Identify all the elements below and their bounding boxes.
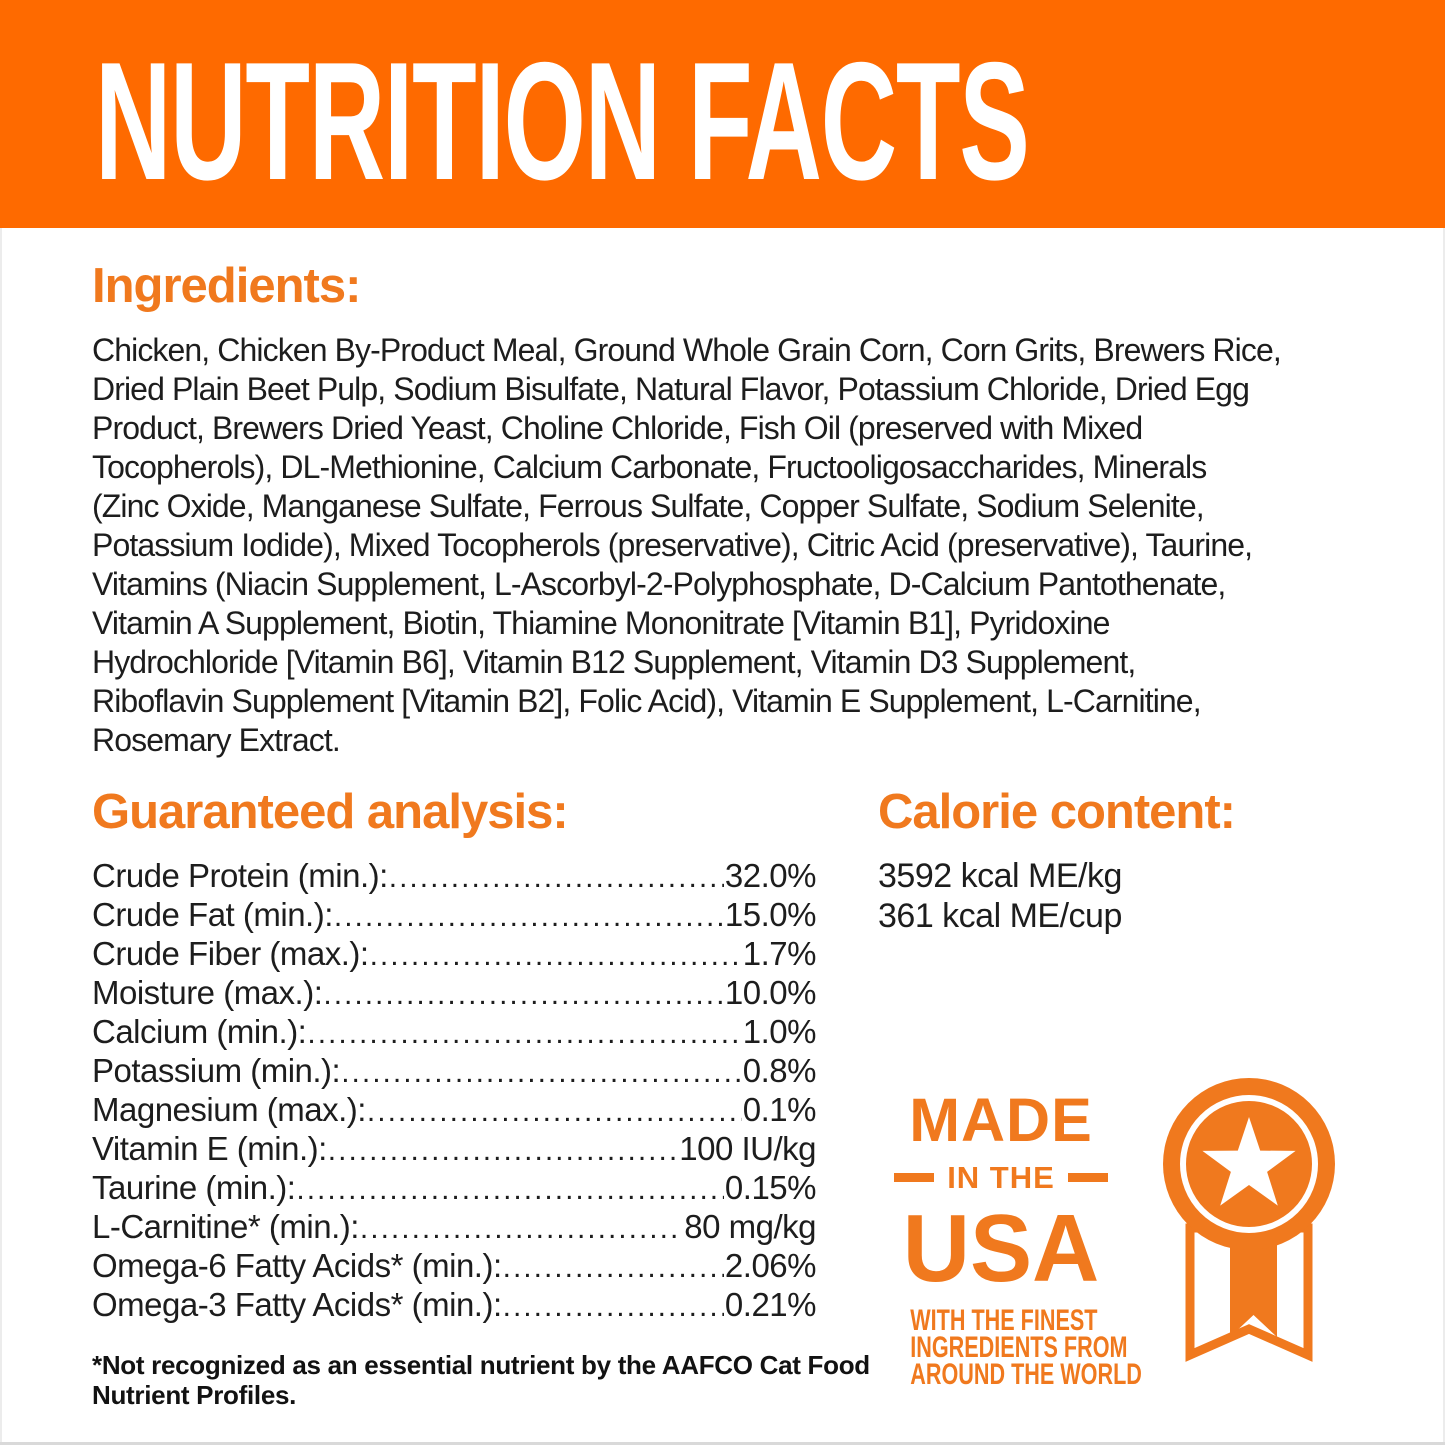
analysis-row: Potassium (min.): 0.8% bbox=[92, 1052, 817, 1091]
ingredients-heading: Ingredients: bbox=[92, 259, 361, 313]
ingredients-line: Tocopherols), DL-Methionine, Calcium Car… bbox=[92, 449, 1207, 485]
analysis-row: L-Carnitine* (min.): 80 mg/kg bbox=[92, 1208, 816, 1247]
dotted-leader bbox=[296, 1173, 724, 1207]
page-title: NUTRITION FACTS bbox=[95, 27, 1030, 215]
analysis-row: Omega-3 Fatty Acids* (min.): 0.21% bbox=[92, 1286, 817, 1325]
analysis-row: Taurine (min.): 0.15% bbox=[92, 1169, 817, 1208]
ingredients-line: Potassium Iodide), Mixed Tocopherols (pr… bbox=[92, 527, 1253, 563]
tagline-line: AROUND THE WORLD bbox=[910, 1358, 1142, 1391]
analysis-row: Vitamin E (min.): 100 IU/kg bbox=[92, 1130, 816, 1169]
ingredients-text: Chicken, Chicken By-Product Meal, Ground… bbox=[92, 331, 1282, 760]
footnote-line: Nutrient Profiles. bbox=[92, 1380, 297, 1410]
dotted-leader bbox=[360, 1212, 683, 1246]
analysis-row: Crude Fat (min.): 15.0% bbox=[92, 896, 817, 935]
dotted-leader bbox=[370, 939, 742, 973]
analysis-value: 0.15% bbox=[724, 1169, 817, 1206]
analysis-row: Crude Protein (min.): 32.0% bbox=[92, 857, 817, 896]
analysis-label: Omega-6 Fatty Acids* (min.): bbox=[92, 1247, 502, 1284]
made-in-usa-block: MADE IN THE USA WITH THE FINEST INGREDIE… bbox=[875, 1086, 1142, 1391]
footnote-line: *Not recognized as an essential nutrient… bbox=[92, 1350, 870, 1380]
analysis-row: Crude Fiber (max.): 1.7% bbox=[92, 935, 817, 974]
analysis-row: Calcium (min.): 1.0% bbox=[92, 1013, 817, 1052]
ingredients-line: Rosemary Extract. bbox=[92, 722, 341, 758]
analysis-label: Taurine (min.): bbox=[92, 1169, 296, 1206]
star-ribbon-medal-icon bbox=[1163, 1078, 1335, 1363]
in-the-text: IN THE bbox=[947, 1160, 1055, 1195]
analysis-value: 0.1% bbox=[742, 1091, 817, 1128]
calorie-line: 3592 kcal ME/kg bbox=[878, 857, 1122, 895]
tagline-line: WITH THE FINEST bbox=[910, 1304, 1098, 1337]
analysis-row: Moisture (max.): 10.0% bbox=[92, 974, 817, 1013]
dotted-leader bbox=[334, 900, 724, 934]
analysis-value: 10.0% bbox=[724, 974, 817, 1011]
dotted-leader bbox=[503, 1290, 724, 1324]
in-the-row: IN THE bbox=[875, 1162, 1127, 1193]
ingredients-line: Chicken, Chicken By-Product Meal, Ground… bbox=[92, 332, 1282, 368]
analysis-label: Moisture (max.): bbox=[92, 974, 323, 1011]
calorie-content-heading: Calorie content: bbox=[878, 785, 1236, 839]
made-text: MADE bbox=[909, 1086, 1093, 1154]
analysis-row: Magnesium (max.): 0.1% bbox=[92, 1091, 817, 1130]
analysis-value: 0.8% bbox=[742, 1052, 817, 1089]
dotted-leader bbox=[367, 1095, 742, 1129]
analysis-value: 80 mg/kg bbox=[684, 1208, 816, 1245]
analysis-label: Calcium (min.): bbox=[92, 1013, 307, 1050]
analysis-label: Crude Protein (min.): bbox=[92, 857, 388, 894]
analysis-label: Crude Fiber (max.): bbox=[92, 935, 369, 972]
right-dash bbox=[1067, 1173, 1108, 1182]
ingredients-line: Vitamins (Niacin Supplement, L-Ascorbyl-… bbox=[92, 566, 1226, 602]
calorie-line: 361 kcal ME/cup bbox=[878, 897, 1122, 935]
analysis-label: Crude Fat (min.): bbox=[92, 896, 333, 933]
dotted-leader bbox=[307, 1017, 741, 1051]
calorie-content-values: 3592 kcal ME/kg 361 kcal ME/cup bbox=[878, 856, 1122, 936]
dotted-leader bbox=[389, 861, 724, 895]
tagline-line: INGREDIENTS FROM bbox=[910, 1331, 1128, 1364]
left-dash bbox=[894, 1173, 935, 1182]
ingredients-line: Hydrochloride [Vitamin B6], Vitamin B12 … bbox=[92, 644, 1136, 680]
dotted-leader bbox=[323, 978, 724, 1012]
analysis-label: Vitamin E (min.): bbox=[92, 1130, 327, 1167]
ingredients-line: (Zinc Oxide, Manganese Sulfate, Ferrous … bbox=[92, 488, 1205, 524]
header-banner: NUTRITION FACTS bbox=[0, 0, 1445, 228]
analysis-value: 2.06% bbox=[724, 1247, 817, 1284]
ingredients-line: Riboflavin Supplement [Vitamin B2], Foli… bbox=[92, 683, 1202, 719]
analysis-value: 1.7% bbox=[742, 935, 817, 972]
footnote: *Not recognized as an essential nutrient… bbox=[92, 1350, 870, 1410]
ingredients-line: Product, Brewers Dried Yeast, Choline Ch… bbox=[92, 410, 1143, 446]
usa-tagline: WITH THE FINEST INGREDIENTS FROM AROUND … bbox=[910, 1304, 1142, 1391]
analysis-value: 15.0% bbox=[724, 896, 817, 933]
usa-text: USA bbox=[902, 1195, 1100, 1302]
analysis-row: Omega-6 Fatty Acids* (min.): 2.06% bbox=[92, 1247, 817, 1286]
dotted-leader bbox=[328, 1134, 678, 1168]
guaranteed-analysis-table: Crude Protein (min.): 32.0% Crude Fat (mi… bbox=[92, 857, 817, 1325]
dotted-leader bbox=[503, 1251, 724, 1285]
analysis-label: L-Carnitine* (min.): bbox=[92, 1208, 359, 1245]
ingredients-line: Vitamin A Supplement, Biotin, Thiamine M… bbox=[92, 605, 1110, 641]
analysis-label: Magnesium (max.): bbox=[92, 1091, 366, 1128]
analysis-value: 32.0% bbox=[724, 857, 817, 894]
analysis-label: Omega-3 Fatty Acids* (min.): bbox=[92, 1286, 502, 1323]
analysis-value: 0.21% bbox=[724, 1286, 817, 1323]
analysis-label: Potassium (min.): bbox=[92, 1052, 341, 1089]
ingredients-line: Dried Plain Beet Pulp, Sodium Bisulfate,… bbox=[92, 371, 1250, 407]
guaranteed-analysis-heading: Guaranteed analysis: bbox=[92, 785, 569, 839]
analysis-value: 100 IU/kg bbox=[679, 1130, 816, 1167]
dotted-leader bbox=[341, 1056, 742, 1090]
analysis-value: 1.0% bbox=[742, 1013, 817, 1050]
